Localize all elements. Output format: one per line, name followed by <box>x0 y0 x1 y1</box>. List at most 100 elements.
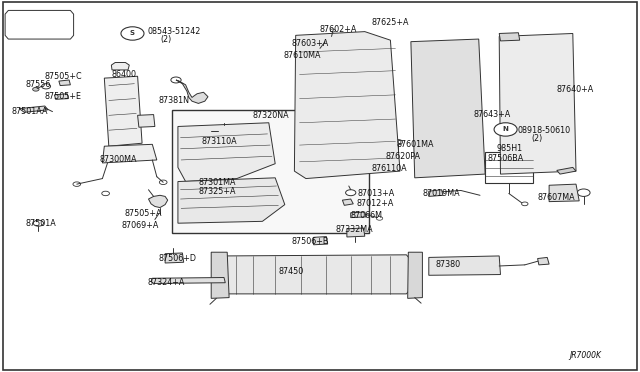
Circle shape <box>33 87 39 91</box>
Circle shape <box>315 47 323 51</box>
Text: 87325+A: 87325+A <box>198 187 236 196</box>
Polygon shape <box>429 190 443 196</box>
Circle shape <box>171 77 181 83</box>
Polygon shape <box>294 32 400 179</box>
Text: 87506BA: 87506BA <box>488 154 524 163</box>
Polygon shape <box>176 80 208 103</box>
Text: 87501A: 87501A <box>26 219 56 228</box>
Circle shape <box>355 44 362 47</box>
Circle shape <box>394 140 403 145</box>
Circle shape <box>328 44 338 49</box>
Circle shape <box>494 123 517 136</box>
Text: S: S <box>130 31 135 36</box>
Ellipse shape <box>440 124 454 129</box>
Polygon shape <box>102 144 157 163</box>
Polygon shape <box>178 123 275 182</box>
Text: 87625+A: 87625+A <box>371 18 409 27</box>
Circle shape <box>508 42 516 47</box>
Polygon shape <box>499 33 520 41</box>
Text: 87320NA: 87320NA <box>253 111 289 120</box>
Text: 87012+A: 87012+A <box>356 199 394 208</box>
Polygon shape <box>557 167 576 174</box>
Polygon shape <box>408 252 422 298</box>
Text: 87643+A: 87643+A <box>474 110 511 119</box>
Text: 87066M: 87066M <box>351 211 383 220</box>
Circle shape <box>508 161 516 166</box>
Polygon shape <box>148 195 168 208</box>
Circle shape <box>556 40 564 45</box>
Polygon shape <box>211 252 229 298</box>
Text: 87506+B: 87506+B <box>292 237 329 246</box>
Text: 87380: 87380 <box>435 260 460 269</box>
Polygon shape <box>499 33 576 174</box>
Circle shape <box>330 29 335 32</box>
Text: 87506+D: 87506+D <box>159 254 196 263</box>
Text: 985H1: 985H1 <box>497 144 523 153</box>
Text: 87501AA: 87501AA <box>12 107 48 116</box>
Polygon shape <box>165 253 184 263</box>
Ellipse shape <box>440 57 454 62</box>
Circle shape <box>102 191 109 196</box>
Text: 87019MA: 87019MA <box>422 189 460 198</box>
Polygon shape <box>221 255 410 294</box>
Polygon shape <box>342 199 353 205</box>
Polygon shape <box>314 237 328 245</box>
Bar <box>172 110 369 233</box>
Polygon shape <box>151 278 225 283</box>
Circle shape <box>522 202 528 206</box>
Text: 87332MA: 87332MA <box>336 225 374 234</box>
Circle shape <box>214 125 234 137</box>
Polygon shape <box>351 212 366 218</box>
Ellipse shape <box>440 145 454 149</box>
Text: 87505+E: 87505+E <box>45 92 82 101</box>
Text: 87450: 87450 <box>278 267 303 276</box>
Text: (2): (2) <box>160 35 172 44</box>
Polygon shape <box>54 94 68 99</box>
Circle shape <box>121 27 144 40</box>
Text: 87505+C: 87505+C <box>45 72 83 81</box>
Ellipse shape <box>440 80 454 84</box>
Text: 876110A: 876110A <box>371 164 407 173</box>
Text: (2): (2) <box>531 134 543 143</box>
Polygon shape <box>347 228 365 237</box>
Text: 08543-51242: 08543-51242 <box>147 27 200 36</box>
Ellipse shape <box>440 102 454 106</box>
Text: 873110A: 873110A <box>202 137 237 146</box>
Text: 87505+A: 87505+A <box>125 209 163 218</box>
Text: 87556: 87556 <box>26 80 51 89</box>
Text: 87300MA: 87300MA <box>99 155 137 164</box>
Bar <box>13 16 32 25</box>
Text: 87301MA: 87301MA <box>198 178 236 187</box>
Text: 87607MA: 87607MA <box>538 193 575 202</box>
Text: N: N <box>502 126 509 132</box>
Text: JR7000K: JR7000K <box>570 351 602 360</box>
Circle shape <box>328 35 335 38</box>
Circle shape <box>376 217 383 220</box>
Polygon shape <box>5 10 74 39</box>
Polygon shape <box>178 178 285 223</box>
Bar <box>13 27 56 34</box>
Polygon shape <box>411 39 485 178</box>
Circle shape <box>346 190 356 196</box>
Polygon shape <box>429 256 500 275</box>
Bar <box>485 152 533 183</box>
Circle shape <box>556 159 564 164</box>
Text: 08918-50610: 08918-50610 <box>517 126 570 135</box>
Text: 87640+A: 87640+A <box>557 85 594 94</box>
Text: 87013+A: 87013+A <box>357 189 394 198</box>
Text: 87324+A: 87324+A <box>147 278 184 287</box>
Text: 87601MA: 87601MA <box>397 140 435 149</box>
Circle shape <box>387 152 394 157</box>
Bar <box>37 16 56 25</box>
Text: 87610MA: 87610MA <box>284 51 321 60</box>
Circle shape <box>321 36 330 42</box>
Polygon shape <box>104 76 142 146</box>
Circle shape <box>577 189 590 196</box>
Polygon shape <box>19 106 48 112</box>
Circle shape <box>159 180 167 185</box>
Text: 87603+A: 87603+A <box>292 39 329 48</box>
Polygon shape <box>59 80 70 86</box>
Text: 87620PA: 87620PA <box>385 152 420 161</box>
Polygon shape <box>138 115 155 127</box>
Text: 87069+A: 87069+A <box>122 221 159 230</box>
